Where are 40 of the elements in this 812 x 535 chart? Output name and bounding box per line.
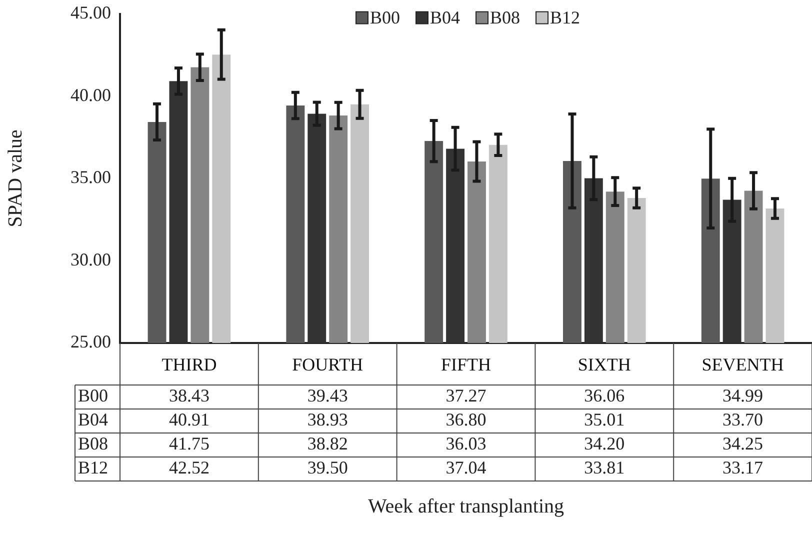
y-tick-label: 25.00 xyxy=(70,332,111,352)
data-label: 38.82 xyxy=(307,434,348,454)
legend-label: B12 xyxy=(550,8,580,28)
y-tick-label: 35.00 xyxy=(70,167,111,188)
data-label: 38.93 xyxy=(307,410,348,430)
data-label: 36.80 xyxy=(446,410,486,430)
x-tick-label: FIFTH xyxy=(440,354,492,375)
data-label: 33.81 xyxy=(584,458,625,478)
data-label: 38.43 xyxy=(168,386,210,406)
data-label: 39.43 xyxy=(307,386,348,406)
data-label: 33.17 xyxy=(722,458,764,478)
x-tick-label: SEVENTH xyxy=(702,354,784,375)
x-tick-label: SIXTH xyxy=(578,354,631,375)
text: B08 xyxy=(78,434,108,454)
legend-label: B08 xyxy=(490,8,520,28)
legend-label: B00 xyxy=(370,8,400,28)
y-tick-label: 45.00 xyxy=(70,2,111,23)
legend-label: B04 xyxy=(430,8,460,28)
y-tick-label: 40.00 xyxy=(70,84,111,105)
data-label: 34.20 xyxy=(584,434,625,454)
text: Week after transplanting xyxy=(368,495,564,518)
text: B00 xyxy=(78,386,108,406)
text: B04 xyxy=(78,410,108,430)
data-label: 37.04 xyxy=(446,458,486,478)
data-label: 36.03 xyxy=(446,434,486,454)
y-axis-title: SPAD value xyxy=(4,129,26,228)
data-label: 39.50 xyxy=(307,458,348,478)
x-tick-label: FOURTH xyxy=(292,354,364,375)
text: B12 xyxy=(78,458,108,478)
data-label: 40.91 xyxy=(168,410,210,430)
data-label: 36.06 xyxy=(584,386,625,406)
data-label: 35.01 xyxy=(584,410,625,430)
data-label: 42.52 xyxy=(168,458,210,478)
data-label: 34.25 xyxy=(722,434,764,454)
data-label: 33.70 xyxy=(722,410,764,430)
data-label: 34.99 xyxy=(722,386,764,406)
data-label: 37.27 xyxy=(446,386,486,406)
x-tick-label: THIRD xyxy=(162,354,217,375)
y-tick-label: 30.00 xyxy=(70,249,111,270)
data-label: 41.75 xyxy=(168,434,210,454)
